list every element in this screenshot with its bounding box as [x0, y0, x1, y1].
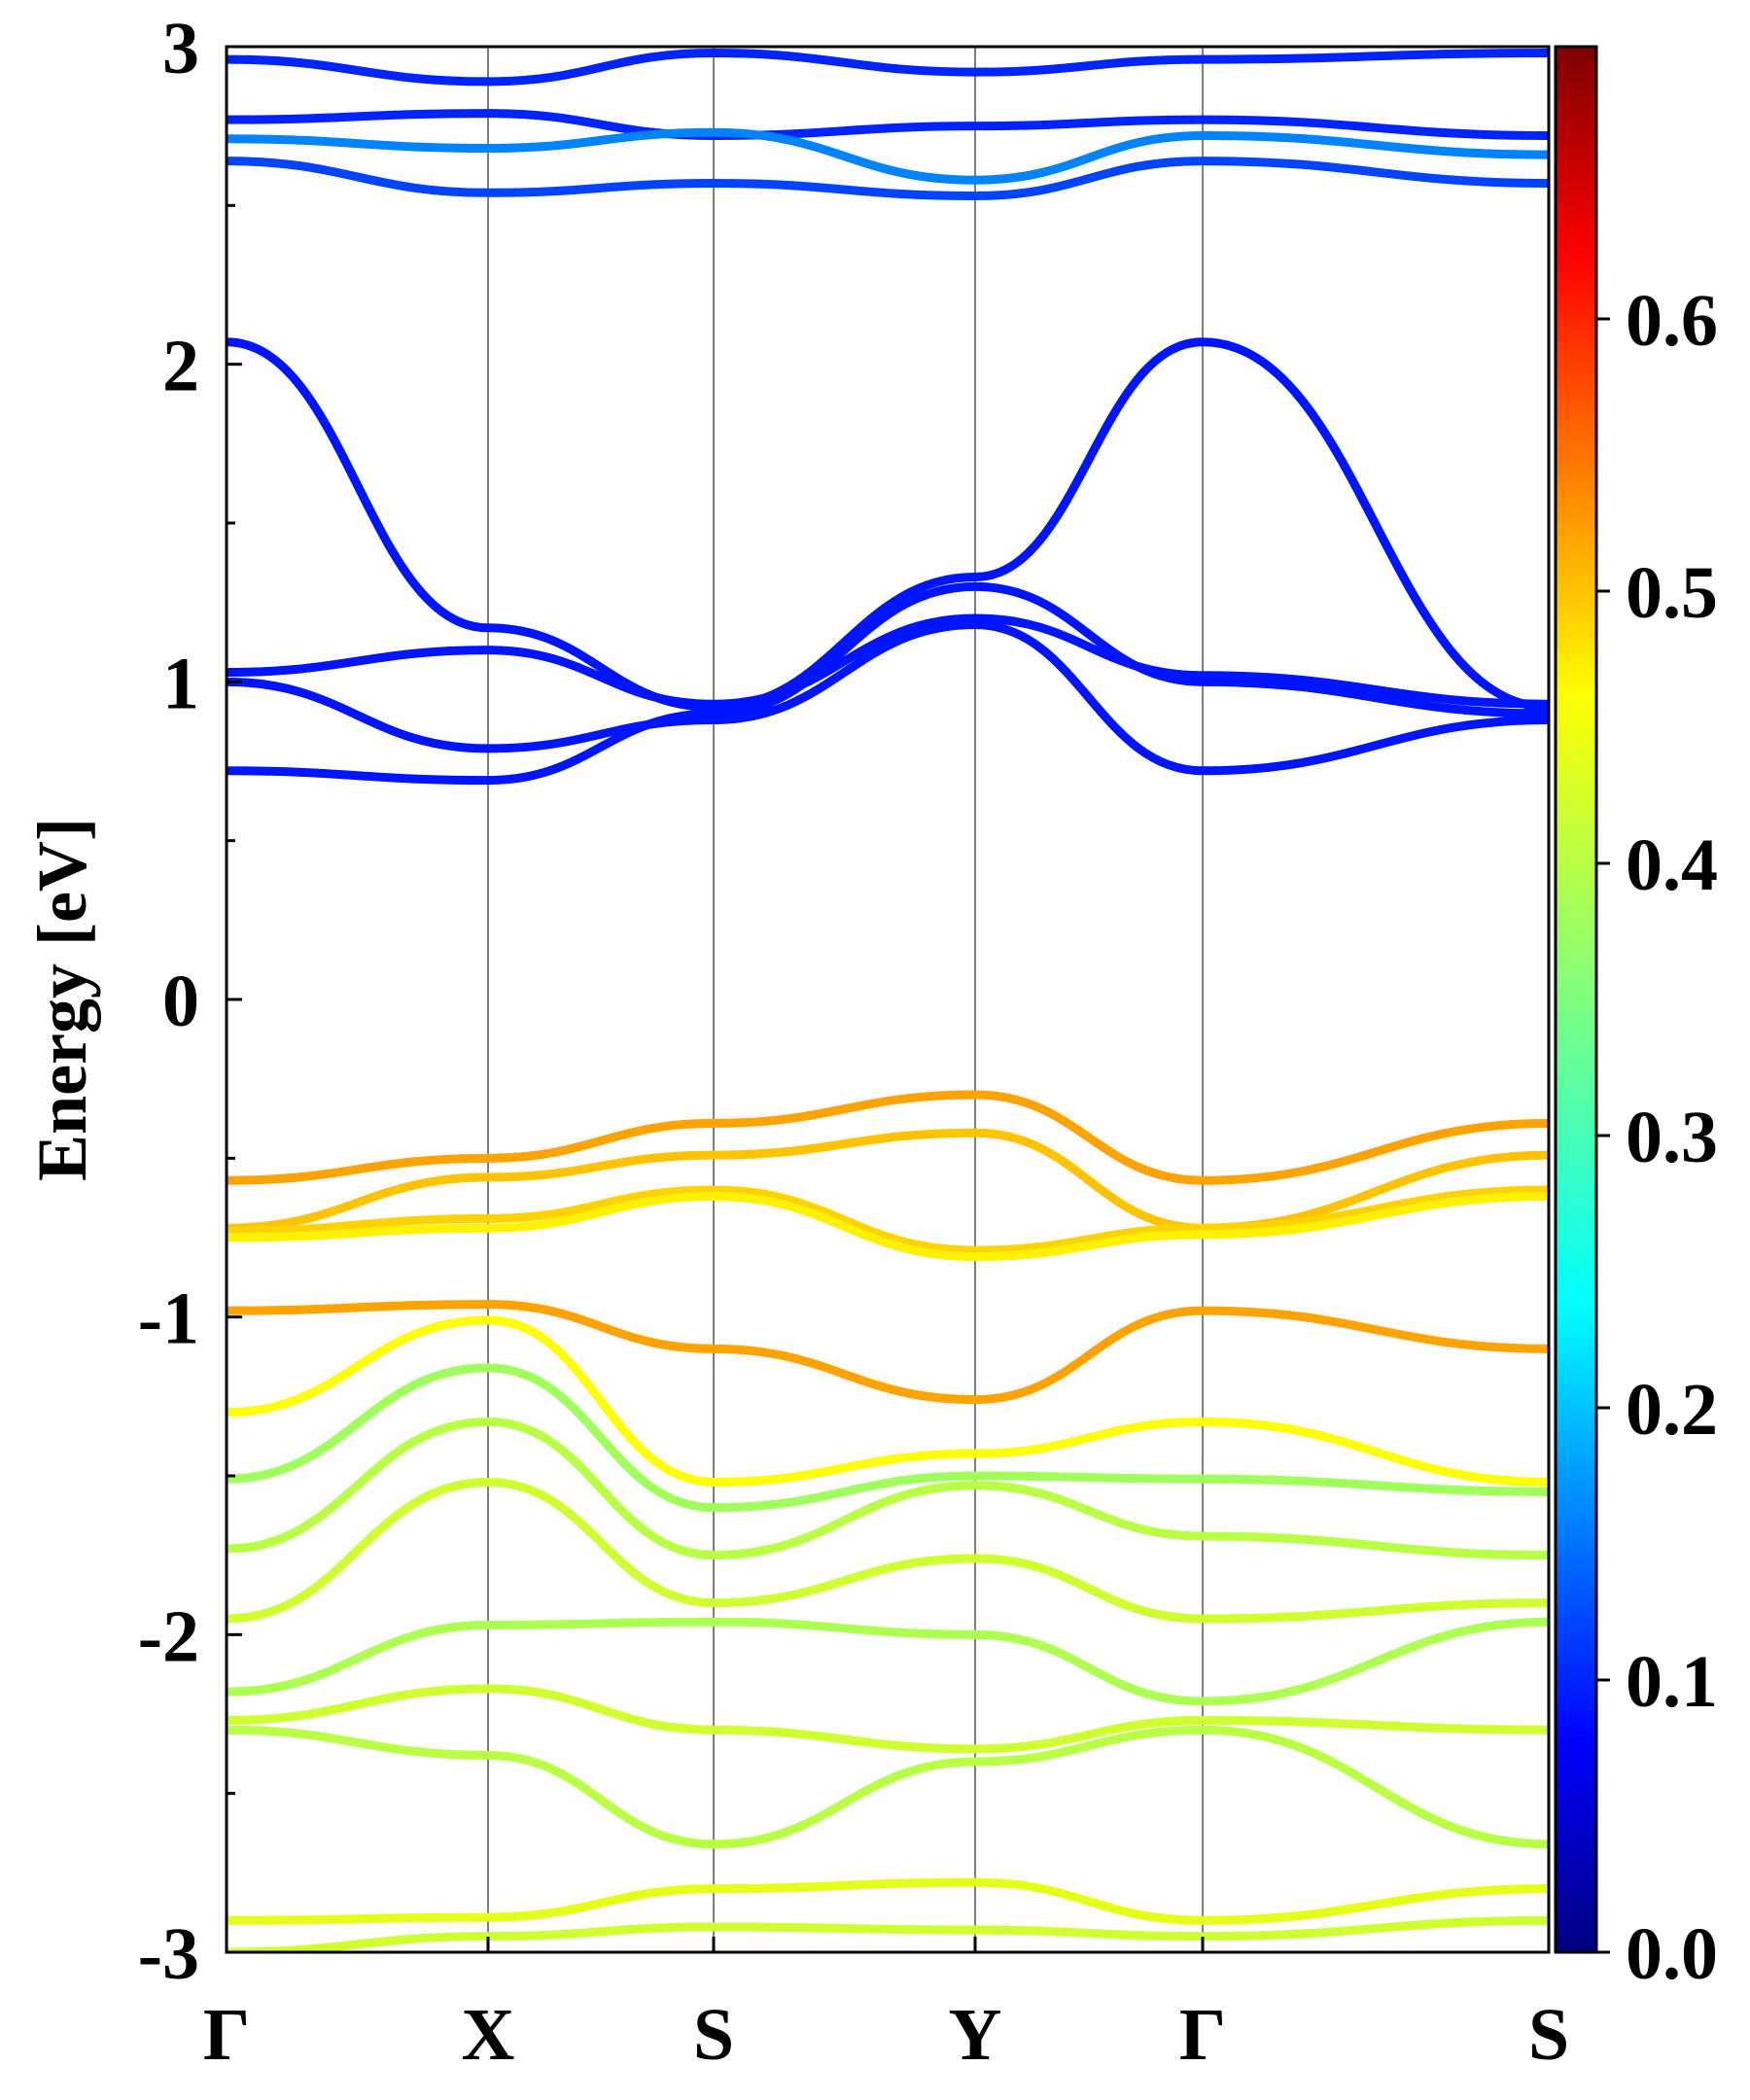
- band-line-5: [227, 49, 1549, 87]
- band-line-12: [227, 1192, 1549, 1262]
- k-point-label: Y: [949, 1994, 1002, 2076]
- band-line-4: [227, 581, 1549, 786]
- plot-frame: [225, 45, 1551, 1954]
- band-line-17: [227, 1478, 1549, 1624]
- band-line-22: [227, 1915, 1549, 1952]
- k-point-label: Γ: [203, 1994, 250, 2076]
- y-tick-label: -3: [138, 1913, 199, 1995]
- band-line-14: [227, 1315, 1549, 1488]
- band-line-21: [227, 1877, 1549, 1925]
- band-line-16: [227, 1417, 1549, 1560]
- k-point-label: S: [693, 1994, 734, 2076]
- colorbar-tick-label: 0.0: [1626, 1913, 1718, 1995]
- band-line-18: [227, 1617, 1549, 1706]
- colorbar-tick-label: 0.4: [1626, 824, 1718, 906]
- band-line-10: [227, 1128, 1549, 1233]
- y-tick-label: -2: [138, 1595, 199, 1677]
- band-line-13: [227, 1300, 1549, 1405]
- band-line-2: [227, 613, 1549, 709]
- colorbar-tick-label: 0.2: [1626, 1369, 1718, 1451]
- colorbar-tick-label: 0.3: [1626, 1097, 1718, 1178]
- energy-bands: [227, 49, 1549, 1952]
- y-tick-label: 0: [162, 961, 199, 1042]
- colorbar-tick-label: 0.1: [1626, 1641, 1718, 1723]
- band-line-3: [227, 620, 1549, 776]
- band-line-1: [227, 337, 1549, 712]
- band-line-6: [227, 109, 1549, 140]
- y-tick-label: 2: [162, 326, 199, 407]
- band-line-9: [227, 1090, 1549, 1185]
- y-tick-label: 3: [162, 8, 199, 89]
- band-line-20: [227, 1725, 1549, 1849]
- band-line-8: [227, 157, 1549, 201]
- k-path-divider-lines: [487, 47, 1204, 1952]
- band-line-7: [227, 127, 1549, 185]
- y-tick-label: -1: [138, 1278, 199, 1360]
- k-point-label: S: [1528, 1994, 1569, 2076]
- colorbar-tick-label: 0.5: [1626, 552, 1718, 634]
- band-line-11: [227, 1185, 1549, 1255]
- band-line-15: [227, 1363, 1549, 1513]
- colorbar-tick-label: 0.6: [1626, 280, 1718, 362]
- colorbar-ticks: 0.0 0.1 0.2 0.3 0.4 0.5 0.6: [1596, 280, 1718, 1995]
- k-point-label: Γ: [1179, 1994, 1226, 2076]
- y-tick-label: 1: [162, 643, 199, 724]
- k-point-label: X: [462, 1994, 515, 2076]
- band-line-19: [227, 1684, 1549, 1754]
- y-axis-ticks: 3 2 1 0 -1 -2 -3: [138, 8, 242, 1995]
- y-axis-title: Energy [eV]: [23, 818, 101, 1181]
- colorbar: [1554, 45, 1598, 1954]
